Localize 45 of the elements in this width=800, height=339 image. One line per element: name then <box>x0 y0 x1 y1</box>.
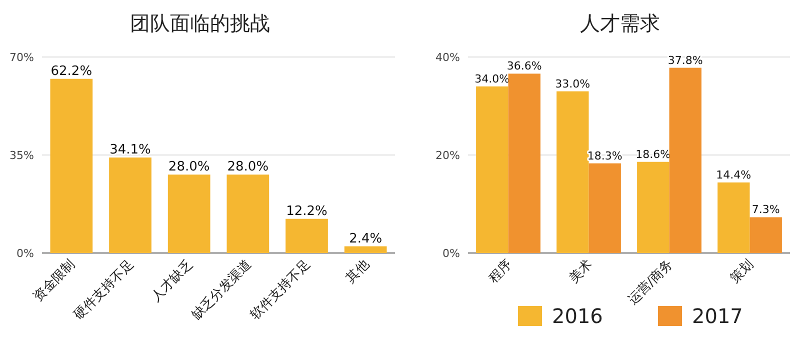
bar <box>109 158 152 253</box>
y-tick-label: 20% <box>436 149 460 162</box>
data-label: 34.1% <box>110 142 151 158</box>
bar <box>286 218 328 253</box>
bar <box>669 68 702 253</box>
bar <box>168 174 210 253</box>
data-label: 12.2% <box>286 204 328 219</box>
y-tick-label: 70% <box>10 51 34 64</box>
bar <box>508 74 540 253</box>
y-tick-label: 35% <box>10 149 34 162</box>
chart-title: 人才需求 <box>580 11 660 35</box>
bar <box>556 91 589 253</box>
chart-title: 团队面临的挑战 <box>130 11 270 35</box>
x-tick-label: 资金限制 <box>30 257 78 305</box>
data-label: 14.4% <box>716 168 752 182</box>
x-tick-label: 策划 <box>728 257 757 286</box>
legend-label: 2017 <box>692 304 743 328</box>
legend-label: 2016 <box>552 304 603 328</box>
data-label: 33.0% <box>555 77 590 90</box>
x-tick-label: 其他 <box>343 257 372 286</box>
data-label: 7.3% <box>752 203 780 216</box>
x-tick-label: 程序 <box>485 256 516 286</box>
bar <box>637 162 670 253</box>
data-label: 2.4% <box>349 231 382 246</box>
x-tick-label: 人才缺乏 <box>148 257 196 305</box>
bar <box>344 246 387 253</box>
bar <box>718 182 750 253</box>
data-label: 28.0% <box>227 160 269 175</box>
y-tick-label: 40% <box>436 51 460 64</box>
data-label: 18.3% <box>587 149 622 162</box>
bar <box>588 163 621 253</box>
bar <box>476 86 508 253</box>
data-label: 34.0% <box>474 72 510 86</box>
data-label: 36.6% <box>506 60 542 73</box>
data-label: 37.8% <box>668 54 703 67</box>
bar <box>50 78 93 253</box>
data-label: 18.6% <box>636 148 671 161</box>
data-label: 28.0% <box>168 160 210 175</box>
data-label: 62.2% <box>50 64 92 79</box>
x-tick-label: 美术 <box>566 256 596 286</box>
y-tick-label: 0% <box>16 247 34 260</box>
bar <box>226 174 270 253</box>
y-tick-label: 0% <box>442 247 460 260</box>
x-tick-label: 运营/商务 <box>626 257 676 308</box>
bar <box>750 217 782 253</box>
